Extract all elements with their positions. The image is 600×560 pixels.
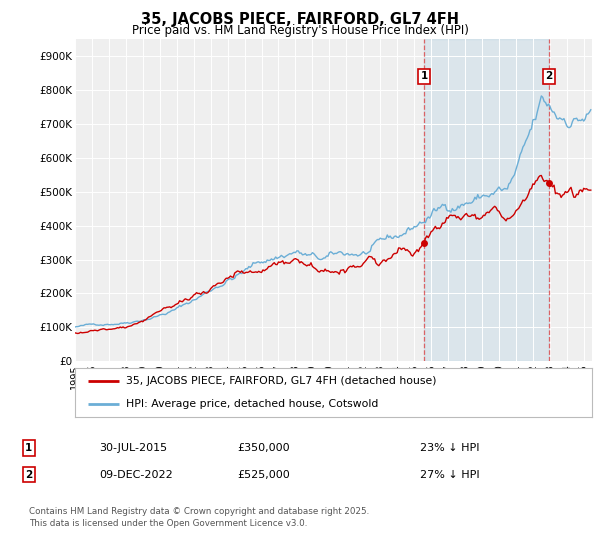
Text: 27% ↓ HPI: 27% ↓ HPI bbox=[420, 470, 479, 480]
Text: 35, JACOBS PIECE, FAIRFORD, GL7 4FH (detached house): 35, JACOBS PIECE, FAIRFORD, GL7 4FH (det… bbox=[125, 376, 436, 386]
Text: 30-JUL-2015: 30-JUL-2015 bbox=[99, 443, 167, 453]
Text: 1: 1 bbox=[25, 443, 32, 453]
Text: Contains HM Land Registry data © Crown copyright and database right 2025.
This d: Contains HM Land Registry data © Crown c… bbox=[29, 507, 369, 528]
Text: 35, JACOBS PIECE, FAIRFORD, GL7 4FH: 35, JACOBS PIECE, FAIRFORD, GL7 4FH bbox=[141, 12, 459, 27]
Text: £525,000: £525,000 bbox=[238, 470, 290, 480]
Text: £350,000: £350,000 bbox=[238, 443, 290, 453]
Text: Price paid vs. HM Land Registry's House Price Index (HPI): Price paid vs. HM Land Registry's House … bbox=[131, 24, 469, 36]
Text: 1: 1 bbox=[421, 71, 428, 81]
Text: HPI: Average price, detached house, Cotswold: HPI: Average price, detached house, Cots… bbox=[125, 399, 378, 409]
Text: 23% ↓ HPI: 23% ↓ HPI bbox=[420, 443, 479, 453]
Bar bbox=[424, 39, 549, 361]
Text: 2: 2 bbox=[545, 71, 553, 81]
Text: 2: 2 bbox=[25, 470, 32, 480]
Text: 09-DEC-2022: 09-DEC-2022 bbox=[99, 470, 173, 480]
